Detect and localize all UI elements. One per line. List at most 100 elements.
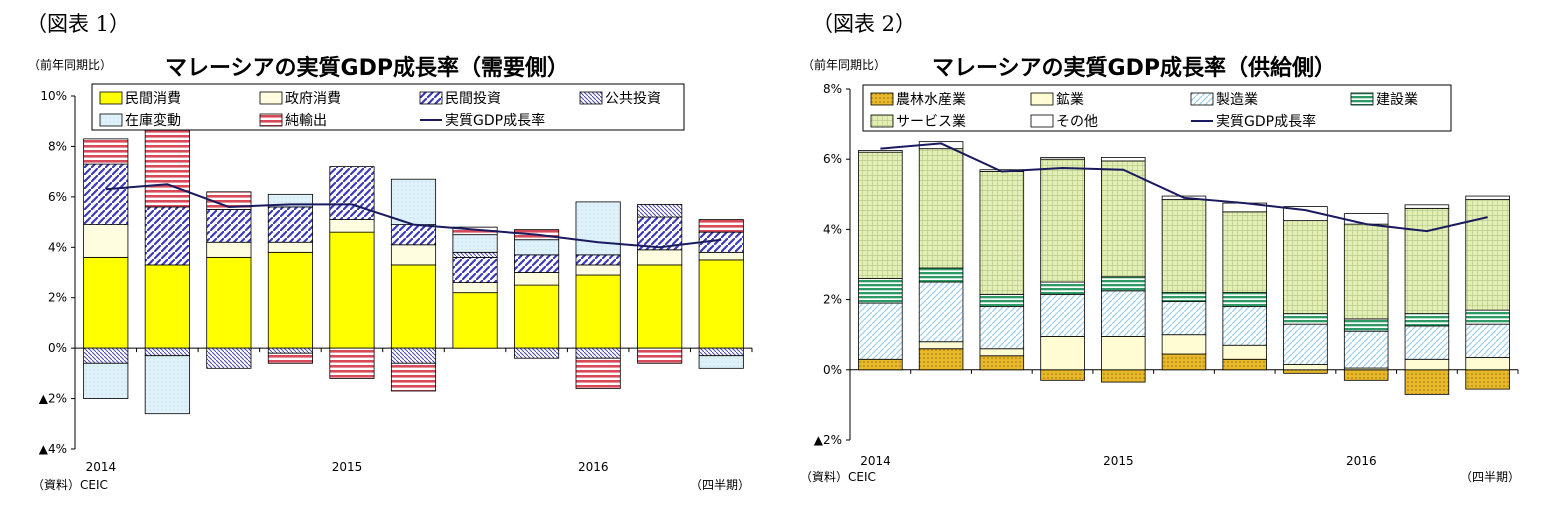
legend-swatch	[870, 92, 894, 106]
bar-segment	[979, 348, 1025, 357]
legend-label: 在庫変動	[125, 112, 181, 129]
legend-swatch	[99, 113, 123, 127]
legend-label: サービス業	[896, 114, 966, 130]
bar-segment	[267, 241, 313, 253]
chart-svg: 10% 8% 6% 4% 2% 0% ▲2% ▲4% 2014 2015 2016 民間消費 政府消費 民…	[39, 83, 753, 474]
bar-segment	[979, 171, 1025, 295]
y-tick-label: 4%	[823, 222, 842, 236]
bar-segment	[637, 264, 683, 349]
legend-label: その他	[1056, 114, 1098, 130]
bar-segment	[1222, 358, 1267, 371]
bar-segment	[1101, 276, 1146, 292]
bar-segment	[1222, 211, 1267, 293]
bar-segment	[698, 259, 744, 349]
bar-segment	[858, 358, 903, 371]
bar-segment	[1161, 353, 1207, 371]
bar-segment	[918, 341, 964, 350]
y-tick-label: 4%	[48, 240, 67, 254]
bar-segment	[1040, 158, 1085, 283]
bar-segment	[1101, 336, 1146, 371]
bar-segment	[1465, 323, 1510, 358]
legend-label: 政府消費	[285, 91, 341, 107]
bar-segment	[1283, 369, 1328, 374]
y-tick-label: 0%	[823, 363, 842, 377]
unit-label: （前年同期比）	[802, 58, 887, 72]
legend-swatch	[870, 114, 894, 128]
bar-segment	[514, 272, 560, 286]
bar-segment	[514, 239, 560, 256]
legend-swatch	[1350, 92, 1374, 106]
bar-segment	[1283, 220, 1328, 315]
bar-segment	[83, 347, 129, 364]
bar-segment	[918, 148, 964, 269]
gdp-growth-line	[105, 183, 722, 249]
x-tick-label: 2016	[1346, 454, 1377, 468]
legend-swatch	[1190, 92, 1214, 106]
bar-segment	[1222, 292, 1267, 308]
bar-segment	[979, 293, 1025, 308]
bar-segment	[1465, 369, 1510, 390]
legend-swatch	[1030, 114, 1054, 128]
legend-label: 製造業	[1216, 92, 1258, 108]
y-tick-label: ▲4%	[39, 442, 67, 456]
bar-segment	[390, 264, 437, 349]
bar-segment	[390, 362, 437, 392]
bar-segment	[698, 355, 744, 369]
bar-segment	[206, 191, 252, 210]
bar-segment	[1101, 157, 1146, 162]
bar-segment	[1101, 160, 1146, 278]
y-tick-label: 8%	[823, 82, 842, 96]
legend-label: 建設業	[1376, 92, 1418, 108]
gdp-growth-line	[880, 142, 1488, 233]
legend-label: 実質GDP成長率	[445, 112, 545, 129]
x-tick-label: 2015	[1103, 454, 1134, 468]
bar-segment	[267, 206, 313, 243]
bar-segment	[83, 138, 129, 165]
bar-segment	[1343, 318, 1389, 332]
legend-label: 農林水産業	[896, 92, 966, 108]
bar-segment	[1343, 330, 1389, 369]
bar-segment	[575, 274, 621, 349]
y-tick-label: 6%	[823, 152, 842, 166]
bar-segment	[452, 292, 498, 349]
bar-segment	[1283, 364, 1328, 371]
period-label: （四半期）	[1460, 470, 1521, 484]
bar-segment	[144, 355, 190, 415]
bar-segment	[1404, 313, 1450, 327]
bar-segment	[1343, 223, 1389, 320]
bar-segment	[144, 347, 190, 357]
bar-segment	[575, 201, 621, 256]
x-tick-label: 2015	[332, 460, 363, 474]
bar-segment	[637, 347, 683, 364]
bar-segment	[390, 224, 437, 246]
bar-segment	[83, 163, 129, 225]
bar-segment	[267, 251, 313, 349]
bar-segment	[575, 254, 621, 266]
bar-segment	[858, 302, 903, 360]
x-tick-label: 2016	[578, 460, 609, 474]
bar-segment	[575, 264, 621, 276]
bar-segment	[698, 347, 744, 357]
y-tick-label: ▲2%	[39, 392, 67, 406]
y-tick-label: 0%	[48, 341, 67, 355]
legend-label: 民間消費	[125, 91, 181, 107]
bar-segment	[206, 209, 252, 243]
bar-segment	[1040, 281, 1085, 295]
bar-segment	[390, 244, 437, 266]
legend-swatch	[99, 91, 123, 105]
bar-segment	[83, 362, 129, 399]
bar-segment	[1404, 358, 1450, 371]
bar-segment	[1040, 336, 1085, 371]
legend-label: 純輸出	[285, 113, 327, 129]
bar-segment	[144, 264, 190, 349]
bar-segment	[858, 150, 903, 153]
bar-segment	[390, 178, 437, 225]
bar-segment	[206, 347, 252, 369]
bar-segment	[575, 357, 621, 389]
bar-segment	[979, 355, 1025, 371]
legend-swatch	[259, 113, 283, 127]
bar-segment	[979, 306, 1025, 350]
bar-segment	[1161, 199, 1207, 293]
bar-segment	[83, 256, 129, 349]
period-label: （四半期）	[690, 478, 751, 492]
